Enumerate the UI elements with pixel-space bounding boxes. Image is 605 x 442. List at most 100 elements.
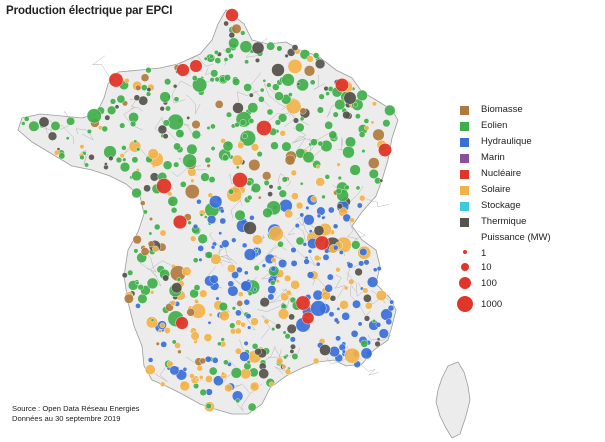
dot-solaire (250, 143, 260, 152)
dot-hydraulique (358, 260, 365, 267)
dot-eolien (262, 79, 267, 83)
dot-eolien (248, 118, 255, 124)
dot-solaire (149, 290, 155, 295)
dot-eolien (309, 79, 316, 86)
dot-eolien (246, 194, 253, 201)
dot-eolien (135, 281, 140, 286)
dot-eolien (318, 93, 325, 100)
legend-size-1000: 1000 (457, 295, 551, 315)
legend-swatch (460, 154, 469, 163)
dot-thermique (157, 124, 168, 135)
dot-thermique (88, 153, 95, 161)
dot-eolien (225, 111, 232, 118)
dot-hydraulique (385, 318, 393, 326)
date-line: Données au 30 septembre 2019 (12, 414, 121, 423)
dot-hydraulique (294, 223, 300, 229)
dot-hydraulique (221, 239, 230, 248)
dot-hydraulique (332, 223, 339, 230)
dot-solaire (147, 148, 159, 160)
dot-eolien (84, 162, 90, 168)
dot-eolien (197, 233, 208, 244)
dot-thermique (254, 348, 262, 356)
dot-biomasse (303, 65, 316, 77)
dot-eolien (192, 77, 208, 93)
dot-eolien (368, 168, 379, 179)
dot-hydraulique (327, 206, 335, 214)
dot-hydraulique (252, 287, 257, 292)
dot-hydraulique (209, 195, 223, 209)
dot-hydraulique (315, 261, 321, 267)
legend-label: Thermique (481, 216, 527, 227)
dot-solaire (226, 186, 242, 203)
dot-eolien (354, 113, 361, 120)
epci-border (255, 245, 287, 267)
dot-nucleaire (301, 311, 315, 325)
dot-eolien (316, 106, 324, 114)
dot-eolien (295, 236, 305, 246)
dot-hydraulique (241, 242, 248, 249)
dot-solaire (194, 298, 200, 304)
dot-eolien (299, 181, 304, 186)
dot-hydraulique (218, 231, 223, 236)
legend-size-10: 10 (460, 260, 551, 276)
dot-eolien (384, 104, 396, 117)
dot-eolien (137, 284, 144, 291)
dot-biomasse (257, 195, 262, 200)
dot-biomasse (140, 247, 150, 256)
dot-eolien (209, 77, 215, 83)
dot-biomasse (155, 341, 160, 346)
dot-thermique (271, 63, 285, 77)
dot-eolien (295, 122, 305, 133)
dot-eolien (162, 160, 173, 170)
dot-eolien (115, 156, 123, 164)
dot-thermique (223, 20, 229, 27)
dot-eolien (150, 318, 155, 322)
dot-nucleaire (175, 316, 189, 330)
dot-hydraulique (367, 276, 379, 288)
dot-hydraulique (328, 346, 340, 358)
legend-swatch (460, 186, 469, 195)
source-line: Source : Open Data Réseau Energies (12, 404, 140, 413)
dot-eolien (243, 83, 252, 92)
dot-eolien (250, 182, 261, 193)
dot-eolien (256, 151, 263, 158)
dot-eolien (276, 45, 283, 52)
dot-eolien (276, 185, 282, 191)
legend-swatch (460, 122, 469, 131)
epci-border (191, 55, 214, 67)
dot-eolien (142, 209, 148, 215)
dot-thermique (254, 57, 260, 63)
dot-eolien (232, 77, 241, 86)
dot-solaire (190, 331, 200, 341)
dot-eolien (205, 251, 213, 259)
dot-eolien (145, 67, 152, 74)
dot-eolien (382, 119, 391, 128)
legend-item-nucleaire: Nucléaire (460, 168, 551, 184)
dot-thermique (243, 221, 257, 235)
dot-hydraulique (239, 351, 250, 362)
dot-hydraulique (333, 317, 339, 323)
dot-eolien (272, 83, 280, 91)
dot-eolien (247, 291, 253, 296)
dot-eolien (214, 57, 222, 64)
dot-thermique (286, 323, 297, 334)
dot-solaire (231, 154, 244, 166)
dot-eolien (210, 146, 216, 151)
dot-eolien (228, 188, 234, 195)
dot-thermique (374, 340, 381, 348)
dot-solaire (313, 254, 321, 262)
dot-solaire (204, 375, 213, 383)
epci-border (260, 346, 283, 365)
dot-eolien (234, 209, 246, 221)
dot-thermique (162, 274, 170, 282)
dot-thermique (232, 102, 244, 114)
legend-label: Marin (481, 152, 505, 163)
dot-eolien (324, 174, 330, 180)
dot-biomasse (135, 84, 142, 91)
dot-thermique (143, 184, 151, 193)
dot-eolien (281, 73, 295, 87)
dot-eolien (140, 84, 148, 91)
dot-nucleaire (172, 214, 188, 230)
dot-eolien (337, 175, 342, 181)
dot-thermique (363, 315, 371, 322)
